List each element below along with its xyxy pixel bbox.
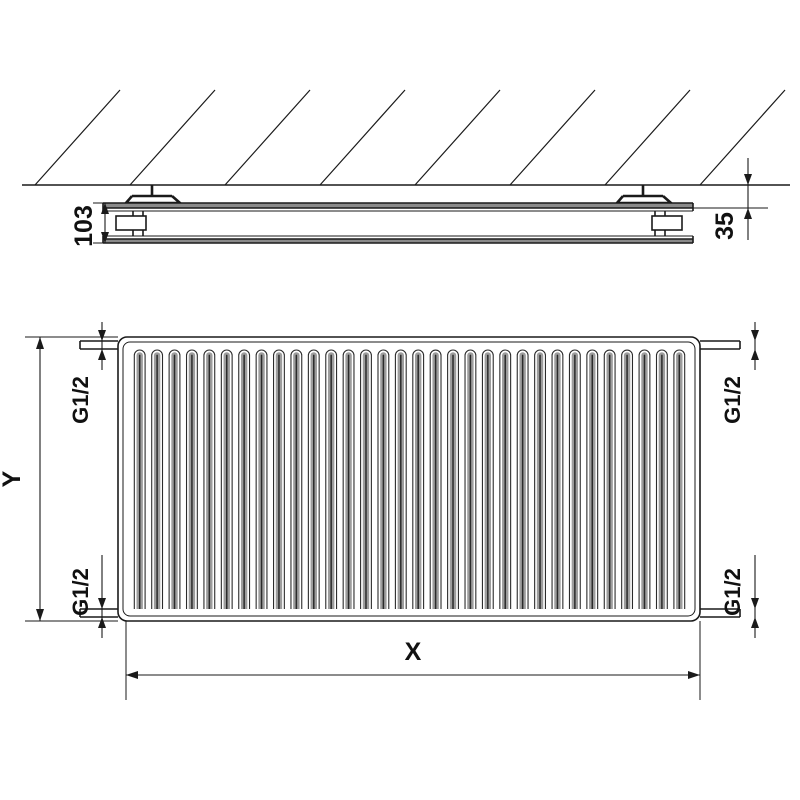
radiator-fin xyxy=(603,349,616,609)
dimension-height-y: Y xyxy=(0,336,118,622)
dimension-width-x: X xyxy=(125,621,701,700)
radiator-fin xyxy=(290,349,303,609)
radiator-fin xyxy=(133,349,146,609)
radiator-fin xyxy=(342,349,355,609)
radiator-fin xyxy=(586,349,599,609)
dimension-gap-35: 35 xyxy=(690,158,768,240)
radiator-fin xyxy=(568,349,581,609)
radiator-fin xyxy=(394,349,407,609)
label-g12-bottom-left: G1/2 xyxy=(68,568,93,616)
radiator-bottom-panel-shade xyxy=(103,239,693,243)
label-g12-bottom-right: G1/2 xyxy=(720,568,745,616)
connection-nipple-right xyxy=(651,215,683,231)
wall-hatching xyxy=(34,89,786,186)
label-width-x: X xyxy=(405,638,422,666)
radiator-fin xyxy=(429,349,442,609)
radiator-fin xyxy=(273,349,285,609)
radiator-fin-pattern xyxy=(133,349,686,609)
label-height-y: Y xyxy=(0,470,26,487)
radiator-fin xyxy=(377,349,390,609)
radiator-fin xyxy=(168,349,181,609)
radiator-fin xyxy=(551,349,564,609)
front-elevation-view: G1/2 G1/2 G1/2 G1/2 xyxy=(0,322,759,700)
radiator-fin xyxy=(151,349,164,609)
label-g12-top-left: G1/2 xyxy=(68,376,93,424)
radiator-fin xyxy=(464,349,477,609)
radiator-fin xyxy=(655,349,668,609)
radiator-fin xyxy=(307,349,320,609)
radiator-fin xyxy=(516,349,529,609)
radiator-fin xyxy=(203,349,216,609)
connection-stub-top-left xyxy=(79,340,118,350)
connection-stub-bottom-right xyxy=(700,608,741,618)
radiator-fin xyxy=(220,349,233,609)
radiator-fin xyxy=(481,349,494,609)
label-gap-35: 35 xyxy=(711,212,739,240)
connection-stub-top-right xyxy=(700,340,741,350)
dimension-g12-top-right: G1/2 xyxy=(720,322,759,424)
label-depth-103: 103 xyxy=(70,205,98,247)
radiator-fin xyxy=(185,349,198,609)
radiator-side-body xyxy=(102,202,694,244)
radiator-fin xyxy=(638,349,651,609)
radiator-fin xyxy=(499,349,512,609)
radiator-fin xyxy=(360,349,372,609)
dimension-g12-top-left: G1/2 xyxy=(68,322,106,424)
radiator-fin xyxy=(534,349,546,609)
radiator-fin xyxy=(447,349,459,609)
radiator-fin xyxy=(621,349,634,609)
dimension-depth-103: 103 xyxy=(70,202,120,247)
label-g12-top-right: G1/2 xyxy=(720,376,745,424)
dimension-g12-bottom-right: G1/2 xyxy=(720,555,759,638)
radiator-front-inner-outline xyxy=(122,341,696,617)
connection-stub-bottom-left xyxy=(79,608,118,618)
side-section-view: 103 35 xyxy=(22,89,790,247)
radiator-top-panel-shade xyxy=(103,203,693,208)
radiator-fin xyxy=(412,349,425,609)
dimension-g12-bottom-left: G1/2 xyxy=(68,555,106,638)
connection-nipple-left xyxy=(115,215,147,231)
radiator-fin xyxy=(325,349,338,609)
radiator-fin xyxy=(238,349,251,609)
radiator-fin xyxy=(673,349,686,609)
radiator-fin xyxy=(255,349,268,609)
